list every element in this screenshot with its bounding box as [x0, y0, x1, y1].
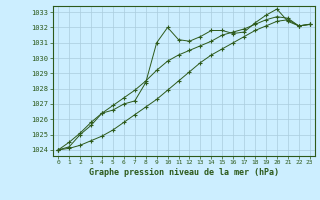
X-axis label: Graphe pression niveau de la mer (hPa): Graphe pression niveau de la mer (hPa): [89, 168, 279, 177]
